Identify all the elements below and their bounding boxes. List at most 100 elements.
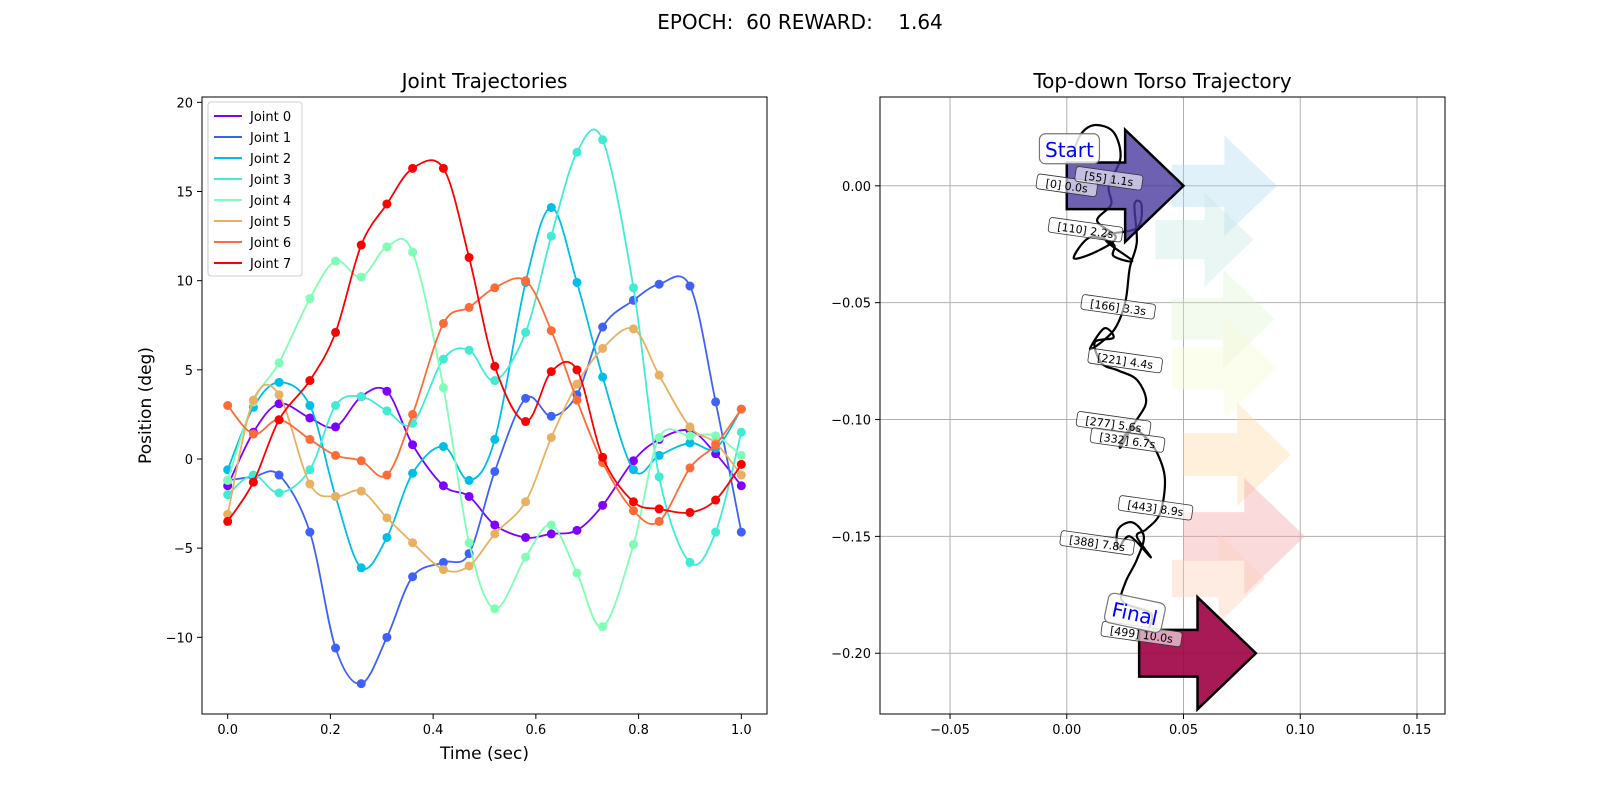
y-tick-label: −0.20 <box>831 647 871 662</box>
legend-label: Joint 5 <box>249 215 291 230</box>
time-marker-label: [443] 8.9s <box>1127 498 1185 519</box>
data-point <box>490 520 500 530</box>
data-point <box>382 242 392 252</box>
data-point <box>546 529 556 539</box>
data-point <box>274 415 284 425</box>
x-tick-label: 0.6 <box>526 723 547 738</box>
x-tick-label: 0.0 <box>217 723 238 738</box>
time-marker: [221] 4.4s <box>1087 348 1163 374</box>
y-tick-label: −0.05 <box>831 297 871 312</box>
series-line-joint-7 <box>226 159 743 522</box>
data-point <box>546 433 556 443</box>
legend-label: Joint 3 <box>249 173 291 188</box>
time-marker-box <box>1059 530 1135 556</box>
left-chart-xlabel: Time (sec) <box>439 744 529 764</box>
y-tick-label: −0.10 <box>831 414 871 429</box>
data-point <box>305 413 315 423</box>
y-tick-label: 20 <box>176 96 193 111</box>
data-point <box>223 516 233 526</box>
data-point <box>490 529 500 539</box>
data-point <box>736 427 746 437</box>
time-marker: [55] 1.1s <box>1074 166 1144 191</box>
data-point <box>521 552 531 562</box>
data-point <box>490 361 500 371</box>
data-point <box>490 466 500 476</box>
heading-arrow <box>1137 594 1258 713</box>
y-tick-label: 10 <box>176 275 193 290</box>
legend-label: Joint 1 <box>249 131 291 146</box>
data-point <box>464 252 474 262</box>
data-point <box>331 491 341 501</box>
data-point <box>438 318 448 328</box>
data-point <box>685 422 695 432</box>
data-point <box>464 491 474 501</box>
data-point <box>464 561 474 571</box>
time-marker: [388] 7.8s <box>1059 530 1135 556</box>
data-point <box>490 376 500 386</box>
data-point <box>598 500 608 510</box>
data-point <box>408 572 418 582</box>
y-tick-label: −10 <box>166 631 193 646</box>
x-tick-label: 0.4 <box>423 723 444 738</box>
data-point <box>685 438 695 448</box>
final-callout: Final <box>1103 592 1166 634</box>
data-point <box>305 465 315 475</box>
data-point <box>654 504 664 514</box>
data-point <box>382 406 392 416</box>
data-point <box>223 475 233 485</box>
data-point <box>654 472 664 482</box>
data-point <box>356 240 366 250</box>
data-point <box>438 354 448 364</box>
time-marker-box <box>1080 294 1156 320</box>
data-point <box>331 643 341 653</box>
data-point <box>408 163 418 173</box>
data-point <box>521 497 531 507</box>
data-point <box>654 450 664 460</box>
y-tick-label: −0.15 <box>831 530 871 545</box>
suptitle: EPOCH: 60 REWARD: 1.64 <box>657 10 943 34</box>
heading-arrow <box>1155 192 1254 287</box>
data-point <box>711 397 721 407</box>
data-point <box>305 401 315 410</box>
data-point <box>711 495 721 505</box>
data-point <box>331 327 341 337</box>
data-point <box>382 513 392 523</box>
data-point <box>248 395 258 405</box>
data-point <box>408 538 418 548</box>
start-callout-box <box>1038 133 1101 165</box>
data-point <box>521 327 531 337</box>
series-line-joint-4 <box>226 238 742 628</box>
heading-arrow <box>1171 317 1277 419</box>
data-point <box>654 516 664 526</box>
data-point <box>408 409 418 419</box>
data-point <box>305 479 315 489</box>
data-point <box>736 404 746 414</box>
data-point <box>572 568 582 578</box>
x-tick-label: 0.8 <box>628 723 649 738</box>
final-callout-box <box>1103 592 1166 634</box>
legend-label: Joint 4 <box>249 194 291 209</box>
data-point <box>223 401 233 410</box>
y-tick-label: 0 <box>185 453 193 468</box>
data-point <box>572 277 582 287</box>
data-point <box>464 538 474 548</box>
series-line-joint-3 <box>227 128 743 566</box>
data-point <box>438 557 448 567</box>
time-marker-label: [110] 2.2s <box>1057 220 1115 241</box>
data-point <box>711 440 721 450</box>
time-marker-box <box>1047 217 1124 243</box>
data-point <box>223 509 233 519</box>
data-point <box>628 456 638 466</box>
data-point <box>274 377 284 387</box>
data-point <box>628 283 638 293</box>
data-point <box>572 147 582 157</box>
data-point <box>490 434 500 444</box>
data-point <box>274 488 284 498</box>
series-line-joint-1 <box>227 275 743 685</box>
time-marker-box <box>1087 348 1163 374</box>
data-point <box>546 203 556 213</box>
data-point <box>598 322 608 332</box>
data-point <box>521 532 531 542</box>
data-point <box>628 506 638 516</box>
